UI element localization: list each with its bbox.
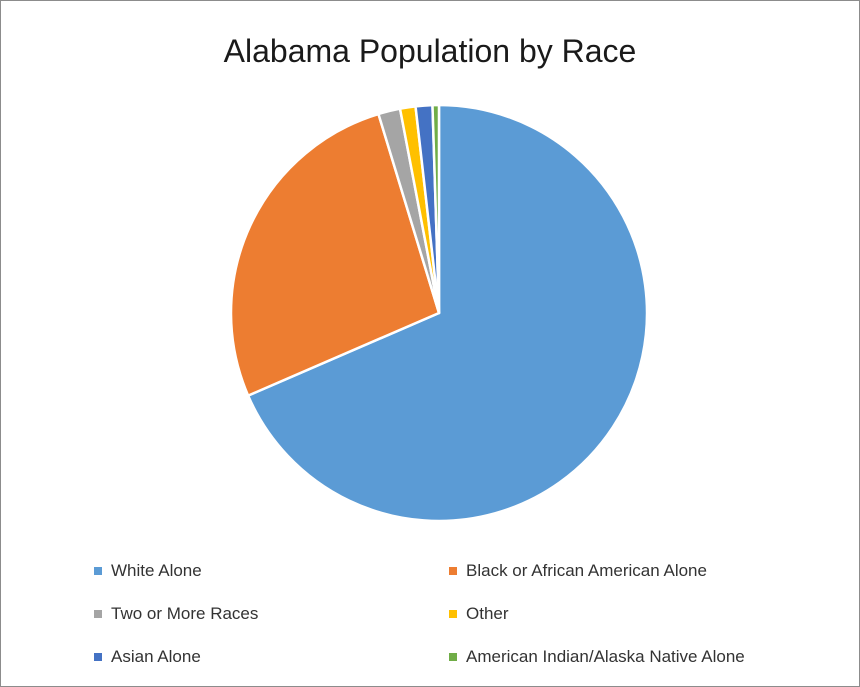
legend-swatch: [94, 610, 102, 618]
legend-swatch: [94, 567, 102, 575]
legend-label: Other: [466, 604, 509, 623]
legend-label: American Indian/Alaska Native Alone: [466, 647, 745, 666]
pie-slice-american-indian-alaska-native-alone: [431, 103, 441, 315]
chart-title: Alabama Population by Race: [223, 33, 637, 69]
legend-label: Asian Alone: [111, 647, 201, 666]
legend-item-two-or-more: Two or More Races: [94, 604, 258, 624]
legend-item-white-alone: White Alone: [94, 561, 202, 581]
pie-slice-white-alone: [246, 103, 649, 523]
legend-label: Black or African American Alone: [466, 561, 707, 580]
legend-label: White Alone: [111, 561, 202, 580]
legend-swatch: [449, 567, 457, 575]
legend-item-black-alone: Black or African American Alone: [449, 561, 707, 581]
legend-swatch: [94, 653, 102, 661]
legend-item-other: Other: [449, 604, 509, 624]
legend-item-asian-alone: Asian Alone: [94, 647, 201, 667]
legend-swatch: [449, 610, 457, 618]
pie-slice-black-or-african-american-alone: [229, 112, 441, 397]
legend-item-american-indian: American Indian/Alaska Native Alone: [449, 647, 745, 667]
legend-label: Two or More Races: [111, 604, 259, 623]
legend-swatch: [449, 653, 457, 661]
